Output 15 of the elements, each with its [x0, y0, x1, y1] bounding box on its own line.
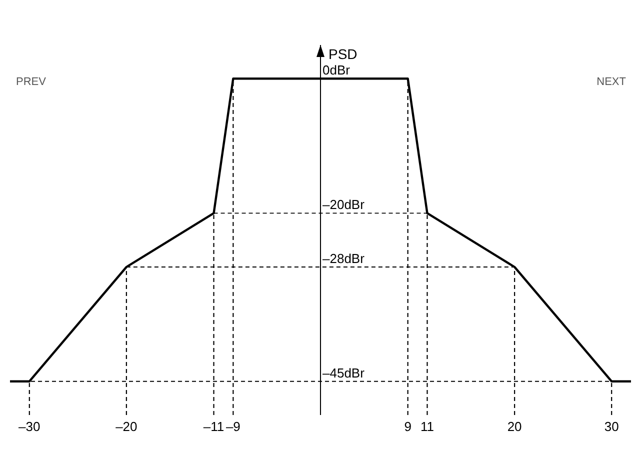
y-tick-label: 0dBr	[322, 62, 351, 78]
x-tick-label: 11	[420, 419, 434, 434]
x-tick-label: –20	[116, 419, 138, 434]
y-axis-title: PSD	[328, 46, 358, 62]
x-tick-label: 9	[404, 419, 412, 434]
x-tick-label: 30	[604, 419, 619, 434]
annotation: PREV	[16, 76, 47, 88]
annotation: NEXT	[596, 76, 626, 88]
y-tick-label: –28dBr	[322, 251, 366, 266]
y-tick-label: –45dBr	[322, 365, 366, 380]
x-tick-label: –9	[226, 419, 240, 434]
y-tick-label: –20dBr	[322, 197, 366, 212]
x-tick-label: –30	[18, 419, 40, 434]
x-tick-label: 20	[507, 419, 522, 434]
x-tick-label: –11	[203, 419, 224, 434]
